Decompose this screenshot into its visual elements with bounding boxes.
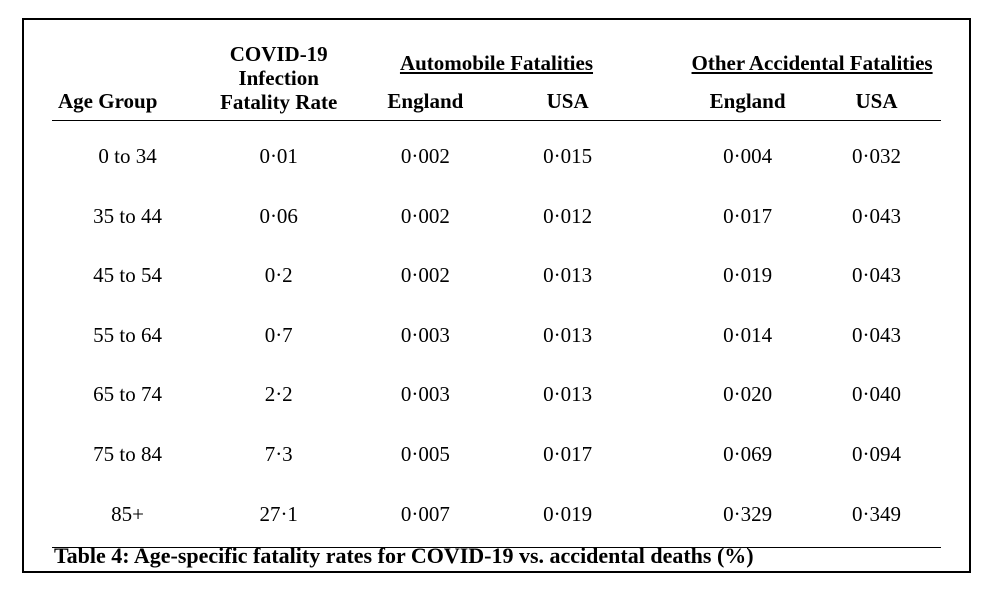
col-header-age-group: Age Group	[52, 78, 203, 121]
cell-ifr: 0·2	[203, 245, 354, 305]
cell-other-usa: 0·043	[812, 185, 941, 245]
table-row: 55 to 640·70·0030·013 0·0140·043	[52, 304, 941, 364]
cell-ifr: 2·2	[203, 364, 354, 424]
cell-other-england: 0·020	[683, 364, 812, 424]
cell-auto-usa: 0·013	[496, 245, 638, 305]
cell-other-usa: 0·043	[812, 245, 941, 305]
cell-auto-england: 0·003	[354, 364, 496, 424]
cell-other-england: 0·069	[683, 423, 812, 483]
cell-other-england: 0·014	[683, 304, 812, 364]
table-row: 35 to 440·060·0020·012 0·0170·043	[52, 185, 941, 245]
cell-age-group: 75 to 84	[52, 423, 203, 483]
cell-other-usa: 0·032	[812, 121, 941, 185]
cell-ifr: 0·7	[203, 304, 354, 364]
table-row: 0 to 340·010·0020·015 0·0040·032	[52, 121, 941, 185]
cell-auto-england: 0·002	[354, 121, 496, 185]
cell-age-group: 55 to 64	[52, 304, 203, 364]
ifr-header-line3: Fatality Rate	[220, 90, 337, 114]
cell-auto-usa: 0·012	[496, 185, 638, 245]
col-header-other-england: England	[683, 78, 812, 121]
cell-auto-usa: 0·013	[496, 364, 638, 424]
ifr-header-line2: Infection	[238, 66, 319, 90]
cell-auto-england: 0·002	[354, 185, 496, 245]
col-header-auto-usa: USA	[496, 78, 638, 121]
ifr-header-line1: COVID-19	[230, 42, 328, 66]
table-row: 45 to 540·20·0020·013 0·0190·043	[52, 245, 941, 305]
cell-auto-england: 0·002	[354, 245, 496, 305]
cell-auto-england: 0·005	[354, 423, 496, 483]
cell-ifr: 0·06	[203, 185, 354, 245]
table-header: COVID-19 Infection Fatality Rate Automob…	[52, 38, 941, 121]
table-row: 75 to 847·30·0050·017 0·0690·094	[52, 423, 941, 483]
cell-other-usa: 0·094	[812, 423, 941, 483]
cell-age-group: 35 to 44	[52, 185, 203, 245]
table-row: 65 to 742·20·0030·013 0·0200·040	[52, 364, 941, 424]
cell-auto-england: 0·003	[354, 304, 496, 364]
cell-auto-usa: 0·015	[496, 121, 638, 185]
col-header-auto-england: England	[354, 78, 496, 121]
col-group-automobile: Automobile Fatalities	[354, 38, 638, 78]
col-group-other: Other Accidental Fatalities	[683, 38, 941, 78]
cell-age-group: 45 to 54	[52, 245, 203, 305]
cell-age-group: 0 to 34	[52, 121, 203, 185]
table-body: 0 to 340·010·0020·0150·0040·03235 to 440…	[52, 121, 941, 547]
cell-other-usa: 0·040	[812, 364, 941, 424]
cell-other-england: 0·019	[683, 245, 812, 305]
cell-auto-usa: 0·013	[496, 304, 638, 364]
cell-other-usa: 0·043	[812, 304, 941, 364]
cell-auto-usa: 0·017	[496, 423, 638, 483]
fatality-rate-table: COVID-19 Infection Fatality Rate Automob…	[52, 38, 941, 529]
cell-other-england: 0·004	[683, 121, 812, 185]
col-header-other-usa: USA	[812, 78, 941, 121]
cell-ifr: 7·3	[203, 423, 354, 483]
cell-other-england: 0·017	[683, 185, 812, 245]
cell-ifr: 0·01	[203, 121, 354, 185]
cell-age-group: 65 to 74	[52, 364, 203, 424]
table-frame: COVID-19 Infection Fatality Rate Automob…	[22, 18, 971, 573]
col-header-ifr: COVID-19 Infection Fatality Rate	[203, 38, 354, 121]
table-caption: Table 4: Age-specific fatality rates for…	[52, 529, 941, 569]
